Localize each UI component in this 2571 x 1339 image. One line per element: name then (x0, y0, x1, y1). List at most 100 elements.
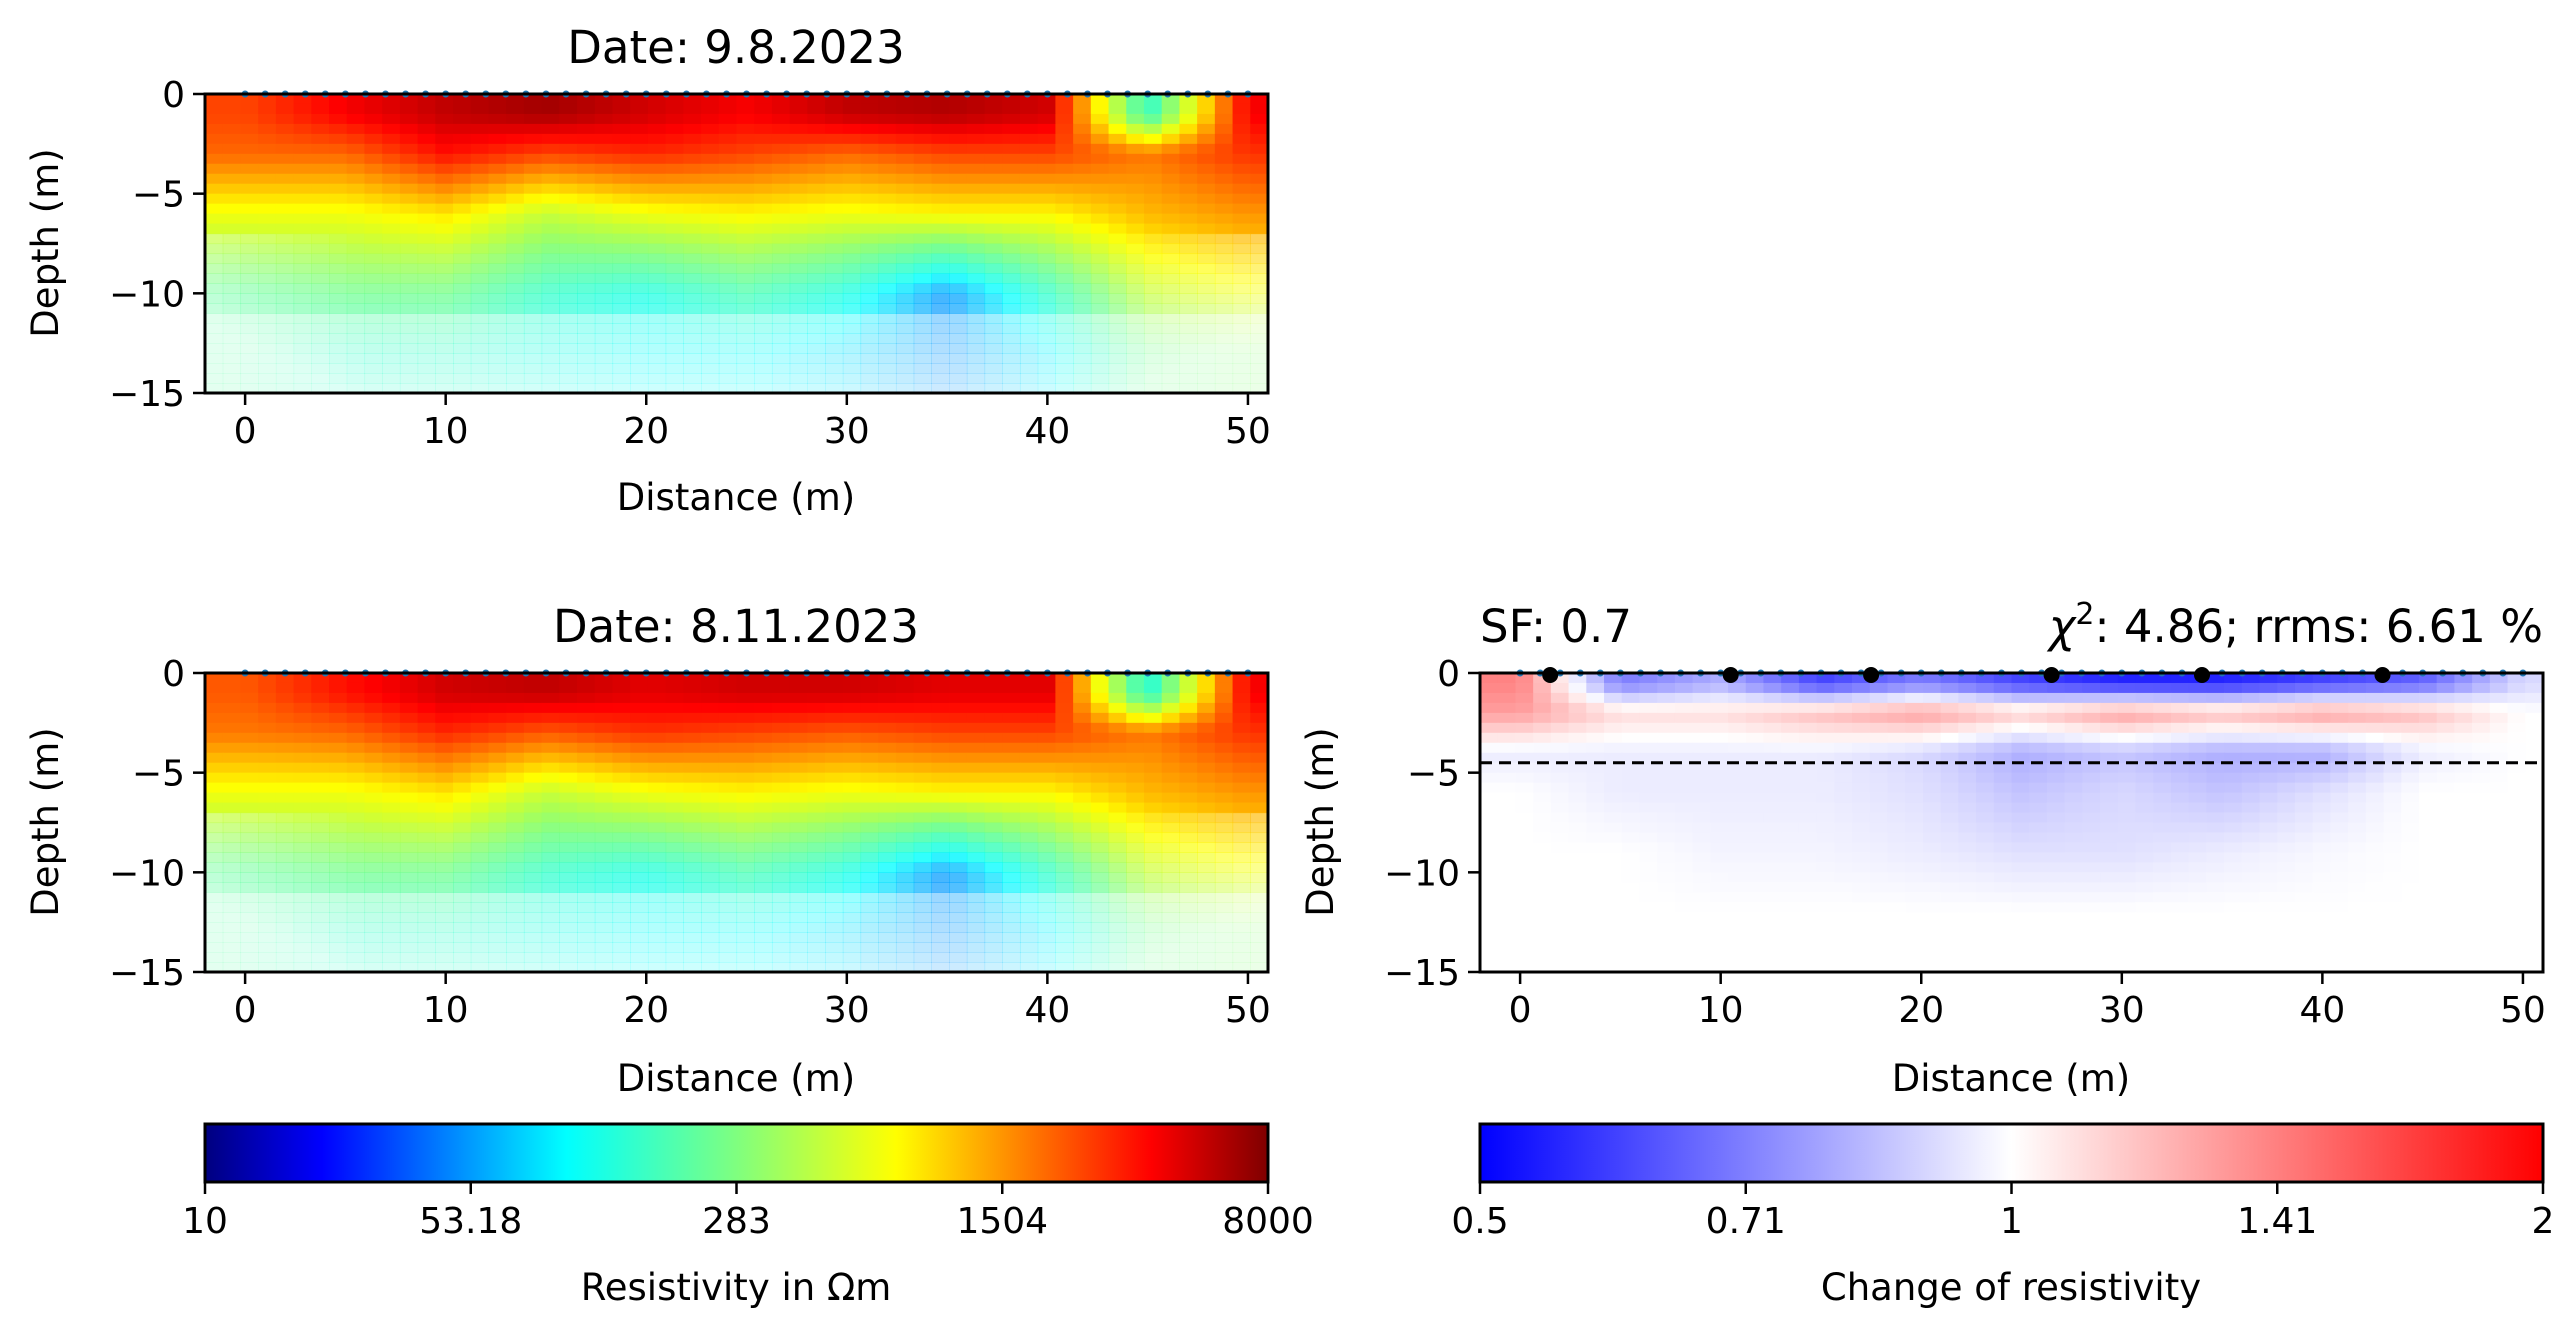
mesh-cell (1073, 343, 1092, 354)
mesh-cell (399, 183, 419, 195)
mesh-cell (470, 323, 490, 334)
mesh-cell (878, 383, 897, 393)
mesh-cell (1197, 113, 1216, 125)
mesh-cell (1197, 812, 1216, 824)
mesh-cell (293, 243, 312, 255)
mesh-cell (1940, 722, 1959, 734)
mesh-cell (2188, 722, 2207, 734)
mesh-cell (1197, 193, 1216, 205)
mesh-cell (2046, 792, 2066, 804)
mesh-cell (825, 153, 844, 165)
mesh-cell (860, 343, 879, 354)
mesh-cell (293, 333, 312, 344)
mesh-cell (1108, 303, 1127, 314)
mesh-cell (2029, 772, 2048, 784)
mesh-cell (417, 103, 436, 115)
mesh-cell (435, 133, 454, 145)
mesh-cell (1179, 772, 1198, 784)
mesh-cell (665, 782, 684, 794)
mesh-cell (577, 702, 596, 714)
mesh-cell (417, 323, 436, 334)
mesh-cell (2294, 692, 2314, 704)
mesh-cell (2277, 702, 2296, 714)
mesh-cell (1232, 133, 1251, 145)
mesh-cell (2418, 752, 2438, 764)
mesh-cell (470, 852, 490, 863)
mesh-cell (417, 203, 436, 215)
mesh-cell (1887, 682, 1906, 694)
mesh-cell (1214, 303, 1234, 314)
mesh-cell (754, 143, 773, 155)
mesh-cell (506, 852, 525, 863)
mesh-cell (1533, 772, 1552, 784)
mesh-cell (470, 762, 490, 774)
mesh-cell (754, 263, 773, 274)
mesh-cell (1745, 822, 1765, 834)
mesh-cell (1037, 842, 1056, 853)
mesh-cell (665, 273, 684, 284)
mesh-cell (293, 692, 312, 704)
mesh-cell (842, 872, 862, 883)
mesh-cell (2277, 852, 2296, 863)
mesh-cell (931, 123, 950, 135)
mesh-cell (1179, 912, 1198, 923)
mesh-cell (789, 343, 808, 354)
mesh-cell (931, 922, 950, 933)
mesh-cell (1019, 123, 1039, 135)
mesh-cell (2348, 702, 2367, 714)
mesh-cell (825, 702, 844, 714)
mesh-cell (630, 123, 649, 135)
mesh-cell (2525, 673, 2543, 684)
mesh-cell (701, 852, 720, 863)
mesh-cell (949, 333, 968, 344)
mesh-cell (1710, 842, 1729, 853)
mesh-cell (1922, 792, 1942, 804)
mesh-cell (205, 682, 224, 694)
mesh-cell (771, 892, 791, 903)
mesh-cell (718, 902, 738, 913)
mesh-cell (417, 94, 436, 105)
mesh-cell (240, 303, 259, 314)
mesh-cell (2507, 702, 2526, 714)
mesh-cell (2224, 792, 2243, 804)
mesh-cell (1037, 892, 1056, 903)
mesh-cell (701, 113, 720, 125)
mesh-cell (647, 313, 667, 324)
mesh-cell (1179, 113, 1198, 125)
mesh-cell (1232, 273, 1251, 284)
mesh-cell (2259, 673, 2278, 684)
mesh-cell (1621, 772, 1641, 784)
mesh-cell (2525, 802, 2543, 814)
mesh-cell (364, 802, 383, 814)
mesh-cell (1143, 832, 1163, 844)
mesh-cell (470, 203, 490, 215)
mesh-cell (895, 233, 915, 245)
mesh-cell (647, 173, 667, 185)
mesh-cell (1161, 313, 1181, 324)
mesh-cell (470, 872, 490, 883)
mesh-cell (1073, 892, 1092, 903)
mesh-cell (665, 153, 684, 165)
mesh-cell (2011, 742, 2030, 754)
mesh-cell (1763, 692, 1782, 704)
mesh-cell (771, 253, 791, 265)
mesh-cell (1143, 233, 1163, 245)
mesh-cell (577, 942, 596, 953)
mesh-cell (364, 113, 383, 125)
mesh-cell (807, 143, 826, 155)
mesh-cell (754, 173, 773, 185)
mesh-cell (470, 373, 490, 384)
mesh-cell (665, 772, 684, 784)
mesh-cell (488, 712, 507, 724)
mesh-cell (329, 902, 348, 913)
mesh-cell (240, 742, 259, 754)
mesh-cell (523, 173, 543, 185)
mesh-cell (293, 722, 312, 734)
mesh-cell (860, 882, 879, 893)
mesh-cell (346, 722, 366, 734)
mesh-cell (417, 113, 436, 125)
mesh-cell (895, 892, 915, 903)
mesh-cell (311, 822, 330, 834)
mesh-cell (222, 832, 242, 844)
mesh-cell (807, 293, 826, 304)
